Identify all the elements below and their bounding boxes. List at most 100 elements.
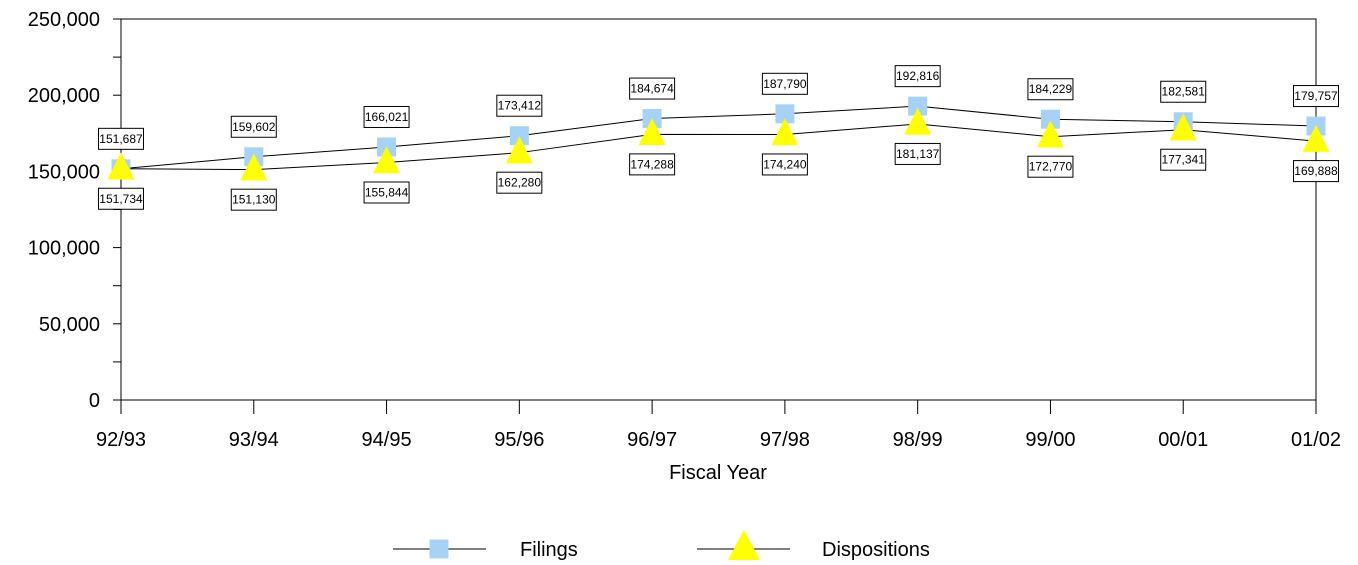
data-label-box	[363, 181, 410, 204]
data-label-box	[761, 72, 808, 95]
data-label-box	[894, 142, 941, 165]
data-label-text: 182,581	[1162, 85, 1206, 99]
dispositions-data-label: 174,288	[629, 153, 676, 176]
dispositions-point	[240, 153, 268, 181]
dispositions-data-label: 172,770	[1027, 155, 1074, 178]
filings-line	[120, 105, 1317, 170]
data-label-box	[98, 187, 144, 210]
dispositions-point	[771, 118, 799, 146]
dispositions-data-label: 151,734	[98, 187, 144, 210]
data-label-text: 159,602	[232, 120, 276, 134]
data-label-text: 166,021	[365, 110, 409, 124]
data-label-text: 174,288	[630, 157, 674, 171]
dispositions-line	[120, 123, 1317, 171]
dispositions-data-label: 151,130	[230, 188, 277, 211]
filings-data-label: 182,581	[1160, 80, 1207, 103]
data-label-text: 169,888	[1294, 164, 1338, 178]
y-tick-label: 50,000	[39, 314, 100, 336]
series-lines	[120, 105, 1317, 171]
filings-point	[1040, 109, 1060, 129]
filings-data-label: 187,790	[761, 72, 808, 95]
y-tick-label: 0	[89, 390, 100, 412]
filings-data-label: 159,602	[230, 115, 277, 138]
dispositions-data-label: 162,280	[496, 171, 543, 194]
filings-data-label: 166,021	[363, 105, 410, 128]
axes-layer: 0 50,000 100,000 150,000 200,000 250,000 92/93…	[28, 9, 1341, 451]
dispositions-point	[1036, 120, 1064, 148]
data-label-box	[894, 65, 941, 88]
data-label-box	[98, 127, 144, 150]
data-label-box	[629, 153, 676, 176]
filings-data-label: 173,412	[496, 94, 543, 117]
x-tick-label: 97/98	[760, 429, 810, 451]
filings-data-label: 179,757	[1293, 85, 1339, 108]
filings-data-label: 192,816	[894, 65, 941, 88]
data-label-box	[1293, 85, 1339, 108]
data-label-text: 181,137	[896, 147, 940, 161]
dispositions-point	[1169, 113, 1197, 141]
data-label-text: 151,130	[232, 193, 276, 207]
data-label-box	[1160, 80, 1207, 103]
legend-item-filings: Filings	[393, 539, 578, 561]
data-label-box	[761, 153, 808, 176]
data-label-text: 184,674	[630, 82, 674, 96]
dispositions-point	[107, 152, 135, 180]
data-label-box	[496, 94, 543, 117]
data-label-box	[230, 188, 277, 211]
x-tick-label: 92/93	[96, 429, 146, 451]
data-label-text: 192,816	[896, 69, 940, 83]
plot-frame	[120, 18, 1317, 401]
data-label-box	[1160, 148, 1207, 171]
data-label-text: 177,341	[1162, 153, 1206, 167]
x-tick-label: 99/00	[1025, 429, 1075, 451]
dispositions-data-label: 177,341	[1160, 148, 1207, 171]
data-label-box	[363, 105, 410, 128]
filings-point	[775, 104, 795, 124]
filings-data-label: 151,687	[98, 127, 144, 150]
dispositions-data-label: 174,240	[761, 153, 808, 176]
data-label-text: 174,240	[763, 157, 807, 171]
legend-label: Filings	[520, 539, 578, 560]
data-label-box	[629, 77, 676, 100]
series-markers	[107, 96, 1330, 181]
dispositions-data-label: 181,137	[894, 142, 941, 165]
x-tick-label: 95/96	[494, 429, 544, 451]
dispositions-point	[373, 146, 401, 174]
y-tick-label: 250,000	[28, 9, 100, 31]
data-label-text: 172,770	[1029, 160, 1073, 174]
x-tick-label: 93/94	[229, 429, 279, 451]
x-axis-title: Fiscal Year	[669, 462, 767, 484]
dispositions-point	[638, 118, 666, 146]
filings-point	[509, 126, 529, 146]
data-label-box	[1027, 155, 1074, 178]
legend: Filings Dispositions	[393, 530, 930, 561]
data-label-text: 187,790	[763, 77, 807, 91]
dispositions-data-label: 155,844	[363, 181, 410, 204]
data-label-text: 162,280	[498, 176, 542, 190]
data-label-text: 155,844	[365, 185, 409, 199]
dispositions-point	[1302, 124, 1330, 152]
data-labels: 151,687 159,602 166,021 173,412 184,674 187,7…	[98, 65, 1339, 211]
y-tick-label: 100,000	[28, 238, 100, 260]
data-label-box	[496, 171, 543, 194]
dispositions-data-label: 169,888	[1293, 160, 1339, 183]
dispositions-point	[505, 136, 533, 164]
filings-point	[908, 96, 928, 116]
data-label-box	[230, 115, 277, 138]
x-tick-label: 98/99	[893, 429, 943, 451]
filings-data-label: 184,674	[629, 77, 676, 100]
data-label-text: 179,757	[1294, 89, 1338, 103]
data-label-text: 151,734	[99, 192, 143, 206]
legend-square-marker	[429, 539, 449, 559]
x-tick-label: 01/02	[1291, 429, 1341, 451]
data-label-text: 151,687	[99, 132, 143, 146]
filings-data-label: 184,229	[1027, 78, 1074, 101]
x-tick-label: 96/97	[627, 429, 677, 451]
legend-triangle-marker	[728, 530, 760, 560]
y-tick-label: 150,000	[28, 161, 100, 183]
legend-label: Dispositions	[822, 539, 930, 560]
y-tick-label: 200,000	[28, 85, 100, 107]
data-label-box	[1027, 78, 1074, 101]
